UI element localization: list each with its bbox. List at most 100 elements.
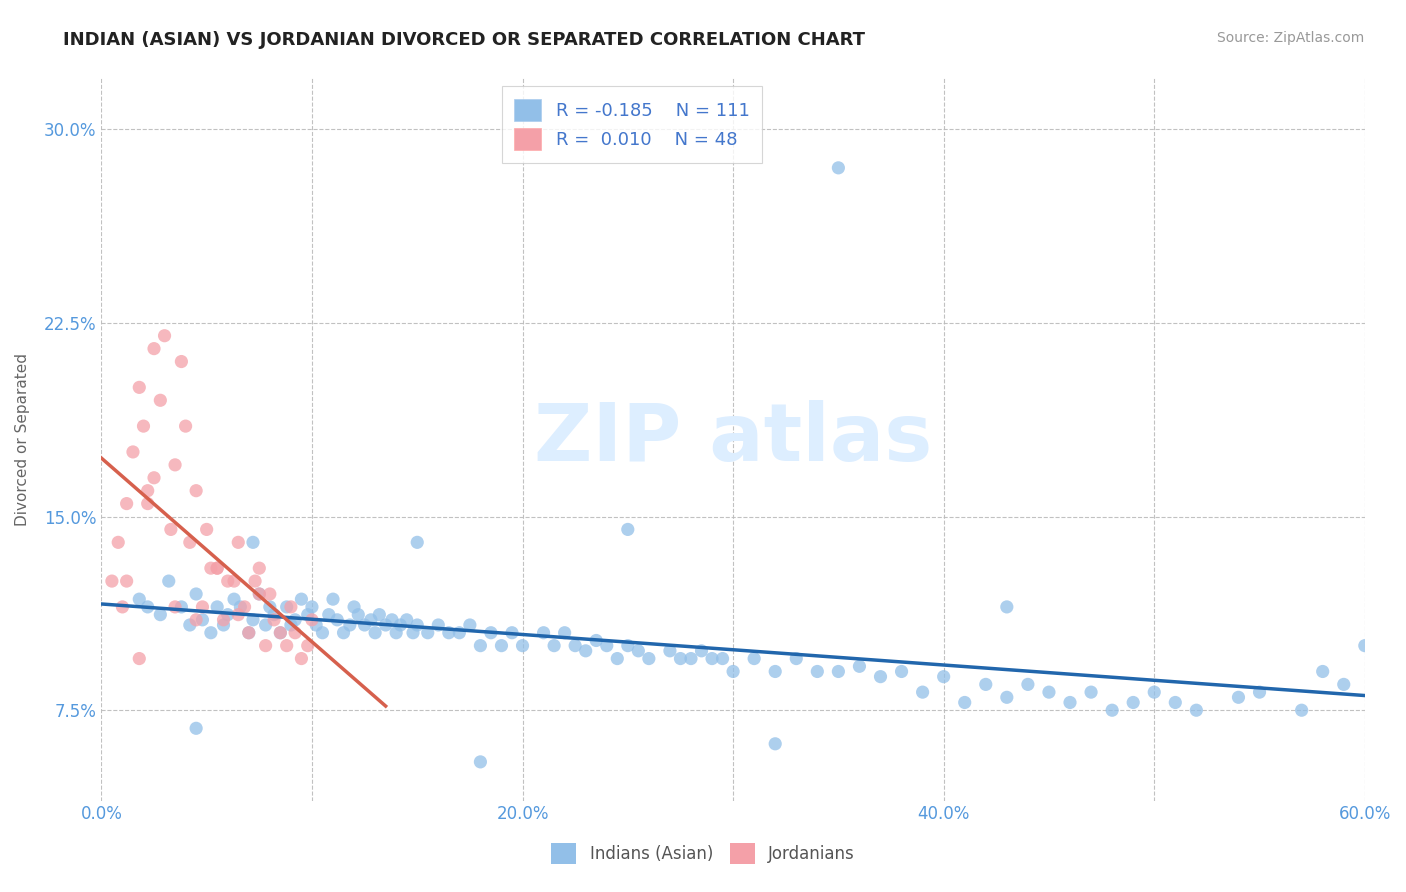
Point bbox=[332, 625, 354, 640]
Text: INDIAN (ASIAN) VS JORDANIAN DIVORCED OR SEPARATED CORRELATION CHART: INDIAN (ASIAN) VS JORDANIAN DIVORCED OR … bbox=[63, 31, 865, 49]
Point bbox=[785, 651, 807, 665]
Point bbox=[217, 607, 239, 622]
Point bbox=[617, 523, 640, 537]
Legend: R = -0.185    N = 111, R =  0.010    N = 48: R = -0.185 N = 111, R = 0.010 N = 48 bbox=[502, 87, 762, 163]
Point bbox=[128, 592, 150, 607]
Point bbox=[364, 625, 387, 640]
Point bbox=[339, 618, 361, 632]
Point bbox=[416, 625, 439, 640]
Point bbox=[247, 587, 270, 601]
Point bbox=[101, 574, 124, 588]
Point bbox=[543, 639, 565, 653]
Point bbox=[848, 659, 870, 673]
Point bbox=[721, 665, 744, 679]
Point bbox=[637, 651, 659, 665]
Point bbox=[212, 613, 235, 627]
Point bbox=[263, 607, 285, 622]
Point bbox=[1354, 639, 1376, 653]
Point bbox=[627, 644, 650, 658]
Point bbox=[122, 445, 145, 459]
Point bbox=[276, 639, 298, 653]
Point bbox=[406, 535, 429, 549]
Point bbox=[136, 483, 159, 498]
Point bbox=[115, 497, 138, 511]
Point bbox=[149, 393, 172, 408]
Point bbox=[763, 665, 786, 679]
Point bbox=[406, 618, 429, 632]
Point bbox=[259, 599, 281, 614]
Point bbox=[247, 561, 270, 575]
Point bbox=[111, 599, 134, 614]
Point bbox=[1333, 677, 1355, 691]
Point bbox=[242, 613, 264, 627]
Point bbox=[890, 665, 912, 679]
Point bbox=[389, 618, 412, 632]
Point bbox=[658, 644, 681, 658]
Point bbox=[301, 599, 323, 614]
Point bbox=[512, 639, 534, 653]
Point bbox=[284, 625, 307, 640]
Point bbox=[470, 755, 492, 769]
Point bbox=[974, 677, 997, 691]
Point bbox=[200, 561, 222, 575]
Point bbox=[585, 633, 607, 648]
Point bbox=[143, 342, 166, 356]
Point bbox=[263, 613, 285, 627]
Point bbox=[554, 625, 576, 640]
Point bbox=[107, 535, 129, 549]
Text: ZIP atlas: ZIP atlas bbox=[534, 400, 932, 478]
Point bbox=[360, 613, 382, 627]
Point bbox=[226, 535, 249, 549]
Point bbox=[491, 639, 513, 653]
Point bbox=[280, 599, 302, 614]
Point bbox=[165, 599, 187, 614]
Point bbox=[226, 607, 249, 622]
Point bbox=[165, 458, 187, 472]
Point bbox=[1080, 685, 1102, 699]
Point bbox=[322, 592, 344, 607]
Point bbox=[1249, 685, 1271, 699]
Text: Source: ZipAtlas.com: Source: ZipAtlas.com bbox=[1216, 31, 1364, 45]
Point bbox=[711, 651, 734, 665]
Point bbox=[238, 625, 260, 640]
Point bbox=[184, 587, 207, 601]
Point bbox=[1038, 685, 1060, 699]
Point bbox=[381, 613, 404, 627]
Point bbox=[368, 607, 391, 622]
Point bbox=[280, 618, 302, 632]
Point bbox=[290, 592, 312, 607]
Point bbox=[806, 665, 828, 679]
Point bbox=[205, 561, 228, 575]
Point bbox=[254, 639, 277, 653]
Point bbox=[318, 607, 340, 622]
Point bbox=[1291, 703, 1313, 717]
Point bbox=[1143, 685, 1166, 699]
Point bbox=[402, 625, 425, 640]
Point bbox=[269, 625, 291, 640]
Point bbox=[1101, 703, 1123, 717]
Point bbox=[212, 618, 235, 632]
Legend: Indians (Asian), Jordanians: Indians (Asian), Jordanians bbox=[544, 837, 862, 871]
Point bbox=[200, 625, 222, 640]
Point bbox=[533, 625, 555, 640]
Point bbox=[191, 599, 214, 614]
Point bbox=[575, 644, 598, 658]
Point bbox=[132, 419, 155, 434]
Point bbox=[269, 625, 291, 640]
Point bbox=[596, 639, 619, 653]
Point bbox=[143, 471, 166, 485]
Point bbox=[437, 625, 460, 640]
Point bbox=[233, 599, 256, 614]
Point bbox=[742, 651, 765, 665]
Point bbox=[184, 721, 207, 735]
Point bbox=[911, 685, 934, 699]
Point bbox=[679, 651, 702, 665]
Point bbox=[374, 618, 396, 632]
Point bbox=[449, 625, 471, 640]
Point bbox=[1164, 696, 1187, 710]
Point bbox=[1185, 703, 1208, 717]
Point bbox=[191, 613, 214, 627]
Point bbox=[136, 599, 159, 614]
Point bbox=[470, 639, 492, 653]
Point bbox=[827, 665, 849, 679]
